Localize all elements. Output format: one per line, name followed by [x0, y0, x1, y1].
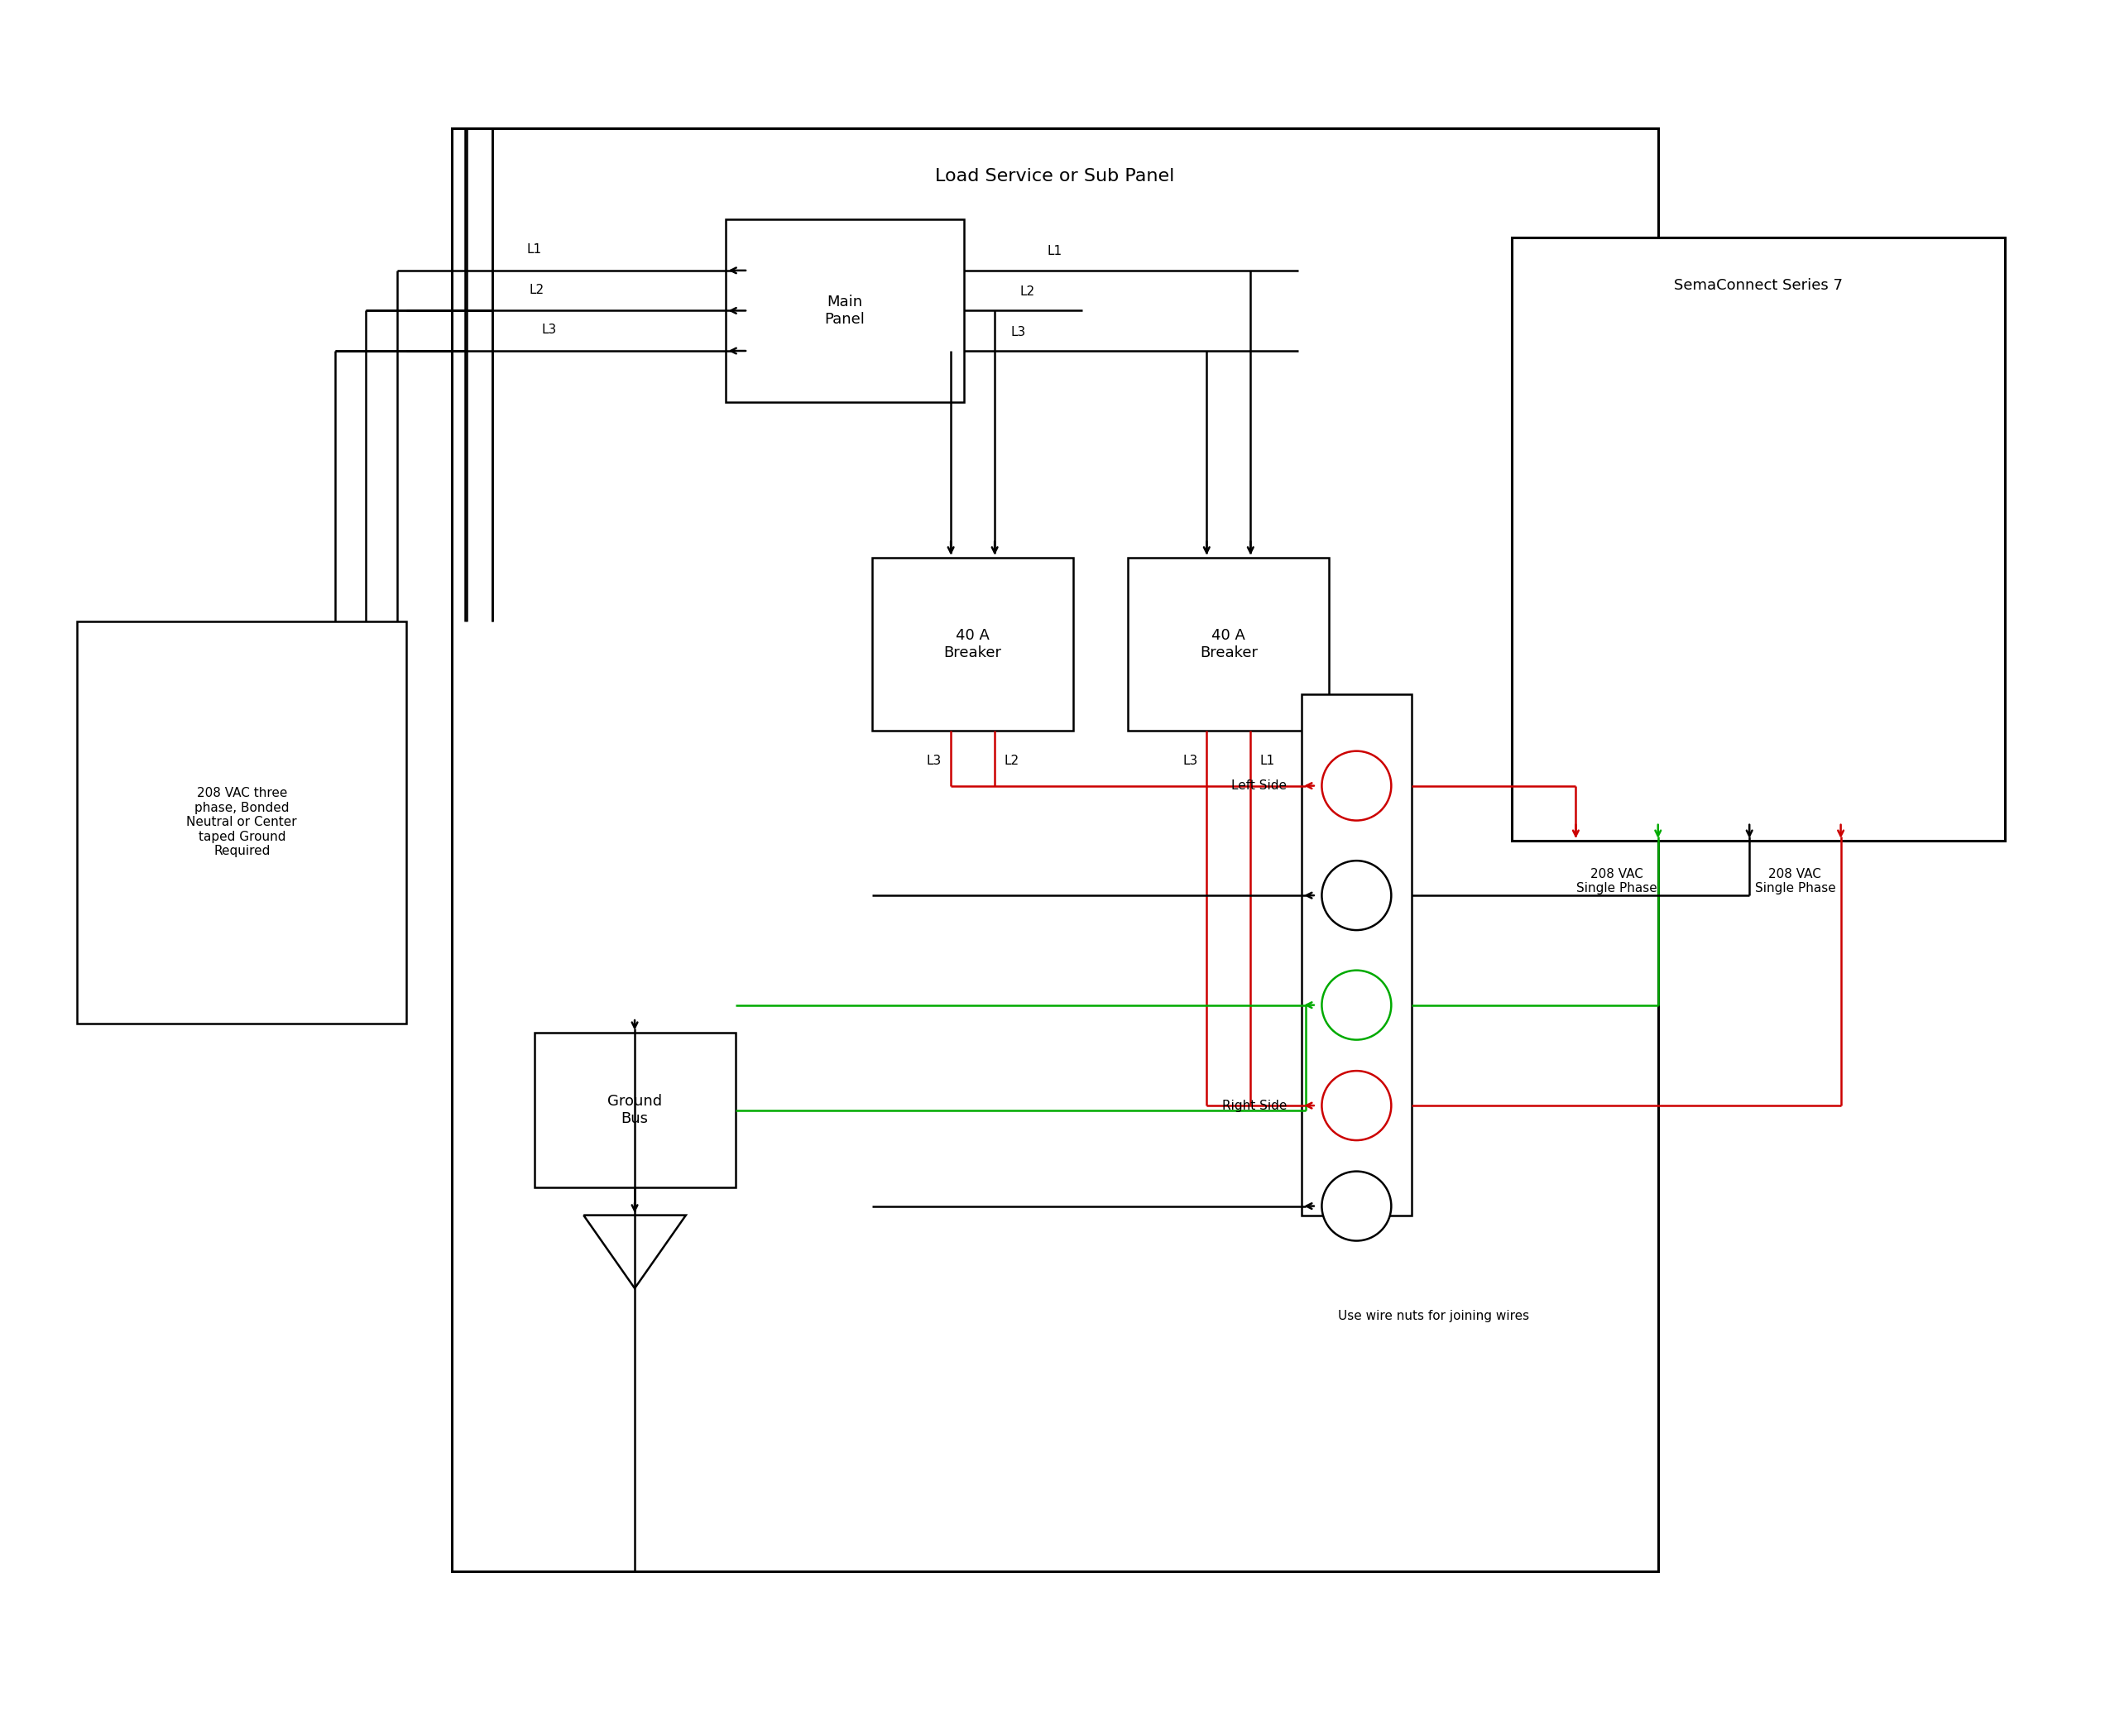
Circle shape	[1321, 1172, 1390, 1241]
Text: 208 VAC three
phase, Bonded
Neutral or Center
taped Ground
Required: 208 VAC three phase, Bonded Neutral or C…	[186, 788, 298, 858]
Text: L3: L3	[1011, 326, 1025, 339]
Text: 208 VAC
Single Phase: 208 VAC Single Phase	[1576, 868, 1656, 894]
Text: 40 A
Breaker: 40 A Breaker	[943, 628, 1002, 660]
Bar	[452, 128, 1658, 1571]
Text: Right Side: Right Side	[1222, 1099, 1287, 1111]
Text: SemaConnect Series 7: SemaConnect Series 7	[1673, 278, 1842, 293]
Text: L1: L1	[1260, 755, 1274, 767]
Text: L1: L1	[1047, 245, 1063, 257]
Text: Load Service or Sub Panel: Load Service or Sub Panel	[935, 168, 1175, 184]
Text: Use wire nuts for joining wires: Use wire nuts for joining wires	[1338, 1309, 1530, 1321]
Bar	[78, 621, 407, 1023]
Text: L3: L3	[926, 755, 941, 767]
Text: 40 A
Breaker: 40 A Breaker	[1201, 628, 1258, 660]
Circle shape	[1321, 752, 1390, 821]
Text: L2: L2	[1019, 285, 1036, 299]
Bar	[1129, 557, 1329, 731]
Text: 208 VAC
Single Phase: 208 VAC Single Phase	[1756, 868, 1836, 894]
Text: Ground
Bus: Ground Bus	[608, 1094, 663, 1127]
Text: L3: L3	[542, 325, 557, 337]
Bar	[534, 1033, 734, 1187]
Bar	[1302, 694, 1412, 1215]
Circle shape	[1321, 1071, 1390, 1141]
Bar	[871, 557, 1074, 731]
Text: L2: L2	[1004, 755, 1019, 767]
Text: L3: L3	[1182, 755, 1198, 767]
Text: L1: L1	[528, 243, 542, 255]
Text: Left Side: Left Side	[1232, 779, 1287, 792]
Circle shape	[1321, 861, 1390, 930]
Circle shape	[1321, 970, 1390, 1040]
Text: Main
Panel: Main Panel	[825, 295, 865, 326]
Bar	[1513, 238, 2004, 840]
Bar	[726, 219, 964, 403]
Text: L2: L2	[530, 283, 544, 297]
